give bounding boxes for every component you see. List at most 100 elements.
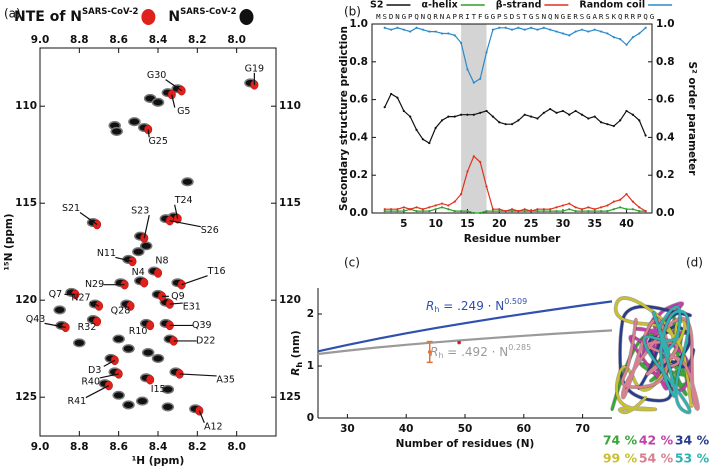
data-point: [574, 30, 577, 33]
peak-label: G30: [147, 70, 166, 81]
peak-reference: [151, 353, 165, 363]
data-point: [402, 206, 405, 209]
y-axis-title: Secondary structure prediction: [338, 26, 350, 211]
data-point: [631, 200, 635, 203]
data-point: [466, 170, 469, 173]
leader-line: [169, 302, 183, 305]
data-point: [619, 206, 622, 209]
sequence-letter: S: [535, 12, 539, 21]
leader-line: [99, 373, 119, 379]
data-point: [447, 204, 450, 207]
x-tick-label: 60: [516, 423, 531, 435]
data-point: [491, 115, 495, 118]
legend-superscript: SARS-CoV-2: [180, 7, 236, 17]
data-point: [625, 193, 628, 196]
data-point: [485, 51, 488, 54]
sequence-letter: D: [389, 12, 393, 21]
data-point: [472, 81, 475, 84]
sequence-letter: I: [465, 12, 469, 21]
data-point: [568, 208, 571, 211]
y2-tick-label: 0.0: [656, 207, 675, 219]
data-point: [479, 211, 482, 215]
backbone-trace: [642, 305, 691, 414]
data-point: [453, 115, 456, 118]
data-point: [568, 202, 571, 205]
data-point: [498, 26, 501, 29]
peak-label: E31: [183, 302, 201, 313]
leader-line: [174, 204, 179, 219]
data-point: [631, 208, 635, 211]
data-point: [555, 206, 558, 209]
y-tick-label-right: 110: [279, 100, 301, 112]
data-point: [396, 26, 399, 29]
peak-label: G25: [148, 136, 167, 147]
sequence-letter: R: [624, 12, 629, 21]
data-point: [574, 109, 577, 113]
formula-part: 0.285: [508, 343, 531, 352]
x-tick-label: 10: [428, 218, 443, 230]
data-point: [396, 208, 399, 211]
sequence-letter: P: [453, 12, 458, 21]
data-point: [498, 210, 501, 213]
x-tick-label-top: 8.8: [70, 34, 89, 46]
x-axis-title: ¹H (ppm): [132, 455, 185, 467]
peak-label: G19: [245, 63, 264, 74]
data-point: [574, 210, 577, 213]
data-point: [555, 30, 558, 33]
peak-label: S26: [201, 225, 219, 236]
shaded-region: [461, 24, 487, 213]
sequence-letter: N: [421, 12, 425, 21]
peak-label: T24: [174, 195, 193, 206]
data-point: [568, 113, 571, 116]
leader-line: [181, 275, 208, 286]
leader-line: [179, 373, 217, 377]
percentage-label: 99 %: [603, 451, 638, 466]
peak-reference: [141, 348, 155, 358]
data-point: [599, 30, 603, 33]
data-point: [479, 77, 482, 80]
x-tick-label: 15: [460, 218, 475, 230]
y2-tick-label: 0.8: [656, 56, 675, 68]
y-tick-label: 120: [15, 294, 37, 306]
peak-label: Q43: [26, 314, 46, 325]
data-point: [510, 28, 514, 31]
legend-name: NTE of N: [14, 9, 82, 25]
y-tick-label: 125: [15, 391, 37, 403]
y-axis-title-part: (nm): [290, 330, 302, 362]
peak-reference: [110, 126, 123, 136]
data-point: [485, 210, 488, 213]
data-point: [472, 113, 475, 116]
sequence-letter: K: [612, 12, 617, 21]
sequence-letter: Q: [427, 12, 432, 21]
data-point: [409, 30, 412, 33]
data-point: [606, 204, 609, 207]
peak-label: N11: [97, 248, 116, 259]
data-point: [459, 113, 463, 116]
sequence-letter: R: [573, 12, 578, 21]
data-point: [504, 123, 507, 126]
x-tick-label: 8.0: [227, 441, 246, 453]
formula-part: R: [426, 299, 434, 313]
x-tick-label: 35: [587, 218, 602, 230]
y-tick-label: 1: [307, 360, 314, 372]
data-point: [428, 30, 431, 33]
peak-label: T16: [207, 266, 226, 277]
data-point: [498, 121, 501, 124]
y-tick-label: 0.6: [349, 94, 368, 106]
data-point: [599, 206, 603, 209]
sequence-letter: G: [529, 12, 533, 21]
data-point: [568, 34, 571, 37]
data-point: [549, 210, 552, 213]
data-point: [536, 117, 539, 120]
leader-line: [165, 79, 182, 92]
y-tick-label-right: 125: [279, 391, 301, 403]
peak: [140, 277, 149, 288]
data-point: [383, 26, 386, 29]
sequence-letter: P: [497, 12, 502, 21]
data-point: [625, 109, 628, 113]
legend-text: Random coil: [579, 0, 645, 11]
peak-label: A12: [204, 421, 223, 432]
sequence-letter: D: [510, 12, 514, 21]
data-point: [440, 32, 444, 35]
